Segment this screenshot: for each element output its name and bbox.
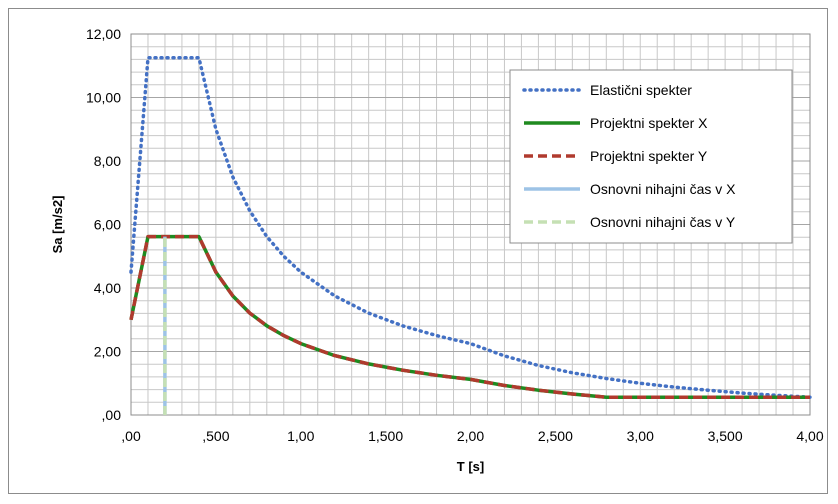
x-tick-label: ,00 <box>121 428 141 444</box>
tick-labels: ,00 2,00 4,00 6,00 8,00 10,00 12,00 ,00 ,500 1,00… <box>86 26 824 444</box>
y-tick-label: ,00 <box>102 407 122 423</box>
legend: Elastični spekter Projektni spekter X Proj… <box>509 69 793 244</box>
series-line-0 <box>129 56 812 399</box>
y-tick-label: 4,00 <box>94 280 121 296</box>
x-tick-label: 2,00 <box>457 428 484 444</box>
y-tick-label: 6,00 <box>94 217 121 233</box>
legend-label: Projektni spekter Y <box>590 148 708 164</box>
plot-border <box>130 33 811 416</box>
y-tick-label: 10,00 <box>86 90 121 106</box>
x-tick-label: 1,500 <box>368 428 403 444</box>
x-tick-label: ,500 <box>202 428 229 444</box>
y-axis-label: Sa [m/s2] <box>50 196 65 254</box>
y-tick-label: 2,00 <box>94 344 121 360</box>
x-tick-label: 1,00 <box>287 428 314 444</box>
x-tick-label: 4,00 <box>796 428 823 444</box>
y-tick-label: 12,00 <box>86 26 121 42</box>
series-group <box>129 56 812 415</box>
legend-label: Elastični spekter <box>590 82 692 98</box>
series-line-2 <box>129 234 810 399</box>
y-tick-label: 8,00 <box>94 153 121 169</box>
legend-label: Projektni spekter X <box>590 115 708 131</box>
x-tick-label: 2,500 <box>538 428 573 444</box>
x-tick-label: 3,00 <box>627 428 654 444</box>
x-axis-label: T [s] <box>457 459 484 474</box>
legend-label: Osnovni nihajni čas v X <box>590 181 736 197</box>
legend-label: Osnovni nihajni čas v Y <box>590 214 736 230</box>
x-tick-label: 3,500 <box>708 428 743 444</box>
